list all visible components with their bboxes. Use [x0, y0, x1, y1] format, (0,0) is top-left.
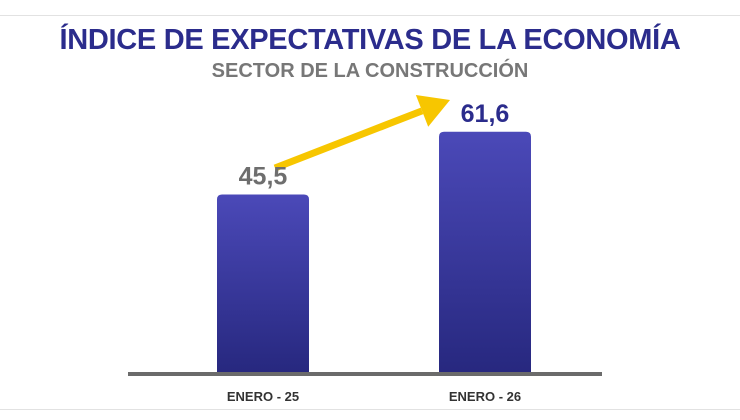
chart-subtitle: SECTOR DE LA CONSTRUCCIÓN — [211, 60, 529, 82]
category-label-2: ENERO - 26 — [449, 389, 521, 404]
bar-1 — [217, 194, 309, 372]
trend-arrow-shaft — [273, 107, 424, 172]
category-label-1: ENERO - 25 — [227, 389, 299, 404]
chart-title: ÍNDICE DE EXPECTATIVAS DE LA ECONOMÍA — [59, 24, 681, 56]
chart-frame — [0, 15, 740, 410]
value-label-2: 61,6 — [461, 100, 510, 128]
trend-arrow-head — [415, 95, 450, 127]
bar-2 — [439, 131, 531, 372]
value-label-1: 45,5 — [239, 163, 288, 191]
